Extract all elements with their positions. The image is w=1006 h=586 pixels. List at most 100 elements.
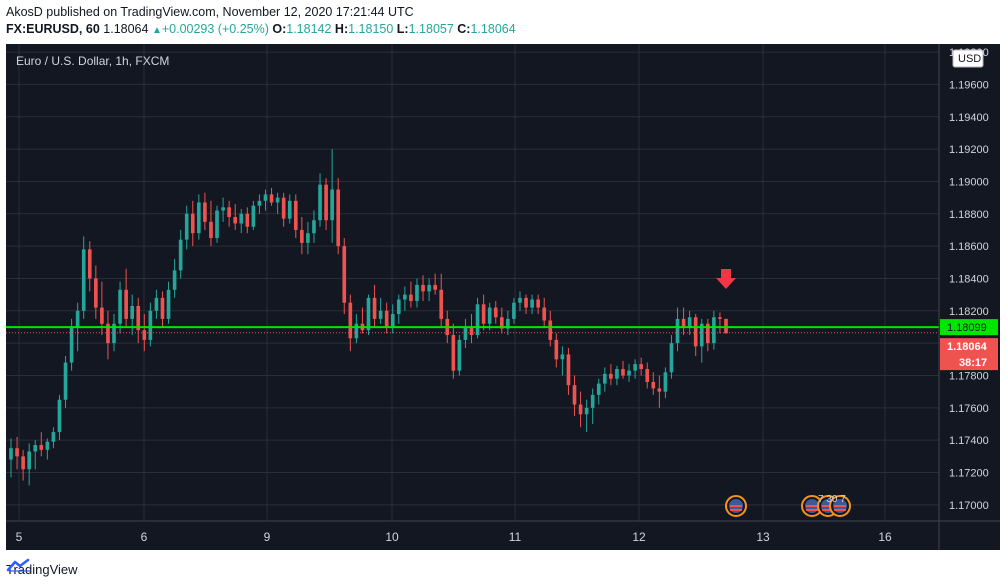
candle-body — [693, 317, 698, 347]
eu-flag-event-icon-stripe — [806, 505, 818, 507]
x-tick-label: 13 — [756, 530, 770, 544]
candle-body — [627, 370, 631, 376]
candle-body — [51, 432, 56, 442]
candle-body — [27, 451, 31, 470]
candle-body — [287, 200, 292, 219]
support-price-badge — [940, 319, 998, 336]
candle-body — [130, 305, 135, 319]
candle-body — [245, 213, 250, 227]
candle-body — [112, 323, 116, 344]
candle-body — [675, 318, 680, 344]
x-tick-label: 16 — [878, 530, 892, 544]
candle-body — [354, 323, 359, 339]
chart-area[interactable]: 1.17000 1.17200 1.17400 1.17600 1.17800 1.180… — [6, 44, 1000, 550]
chart-background — [6, 44, 1000, 550]
candle-body — [372, 297, 377, 319]
candle-body — [621, 369, 625, 376]
candle-body — [433, 284, 437, 290]
candle-body — [409, 294, 413, 302]
candle-body — [306, 233, 310, 243]
candle-body — [118, 289, 122, 324]
candle-body — [602, 373, 607, 384]
symbol-label: FX:EURUSD, 60 — [6, 22, 100, 36]
candle-body — [312, 220, 316, 234]
candle-body — [487, 307, 492, 324]
event-count-label: 7 30 7 — [818, 494, 846, 505]
y-tick-label: 1.17600 — [949, 403, 989, 415]
down-arrow-icon — [716, 269, 736, 289]
publish-info: AkosD published on TradingView.com, Nove… — [6, 5, 414, 19]
candle-body — [106, 323, 110, 344]
candle-body — [578, 404, 583, 415]
candle-body — [499, 317, 504, 329]
tradingview-logo-icon — [6, 558, 30, 572]
candle-body — [403, 294, 407, 300]
candle-body — [39, 445, 44, 450]
y-tick-label: 1.18200 — [949, 306, 989, 318]
y-tick-label: 1.17000 — [949, 500, 989, 512]
y-tick-label: 1.18600 — [949, 241, 989, 253]
candle-body — [366, 297, 371, 331]
candle-body — [215, 210, 219, 239]
us-flag-event-icon-stripe — [730, 509, 742, 511]
candle-body — [451, 335, 456, 371]
us-flag-event-icon-3-stripe — [834, 505, 846, 507]
candle-body — [142, 330, 147, 340]
close-label: C: — [457, 22, 471, 36]
up-triangle-icon: ▲ — [151, 25, 162, 36]
candle-body — [69, 326, 74, 363]
candle-body — [87, 249, 92, 279]
candle-body — [457, 339, 462, 371]
candle-body — [609, 373, 613, 379]
candle-body — [590, 394, 595, 408]
us-flag-event-icon-2-stripe — [822, 505, 834, 507]
candle-body — [712, 317, 716, 344]
candle-body — [518, 297, 522, 303]
candle-body — [645, 369, 650, 382]
footer-brand: TradingView — [6, 561, 78, 577]
candle-body — [100, 307, 104, 324]
y-tick-label: 1.18400 — [949, 273, 989, 285]
x-tick-label: 11 — [509, 530, 522, 544]
y-tick-label: 1.17200 — [949, 467, 989, 479]
y-tick-label: 1.19400 — [949, 112, 989, 124]
currency-badge — [952, 49, 984, 68]
candle-body — [263, 194, 268, 201]
chart-title: Euro / U.S. Dollar, 1h, FXCM — [16, 54, 169, 68]
candle-body — [566, 354, 571, 386]
low-value: 1.18057 — [408, 22, 454, 36]
candle-body — [439, 289, 444, 319]
candle-body — [33, 445, 38, 452]
candle-body — [463, 326, 468, 340]
y-tick-label: 1.18800 — [949, 209, 989, 221]
candle-body — [506, 318, 510, 329]
candle-body — [415, 284, 419, 302]
y-tick-label: 1.19200 — [949, 144, 989, 156]
currency-label: USD — [958, 53, 981, 65]
change-text: +0.00293 (+0.25%) — [161, 22, 269, 36]
candle-body — [699, 323, 704, 347]
candle-body — [94, 278, 98, 308]
y-tick-label: 1.19600 — [949, 79, 989, 91]
x-tick-label: 12 — [632, 530, 646, 544]
y-tick-label: 1.19000 — [949, 176, 989, 188]
candle-body — [390, 314, 395, 327]
candle-body — [469, 326, 474, 336]
x-tick-label: 5 — [16, 530, 23, 544]
candle-body — [572, 385, 577, 405]
candle-body — [160, 297, 165, 319]
candle-body — [136, 305, 141, 331]
footer: TradingView — [6, 558, 78, 580]
candle-body — [293, 200, 298, 230]
high-label: H: — [334, 22, 349, 36]
candle-body — [615, 369, 619, 379]
candle-body — [633, 364, 637, 371]
candle-body — [233, 217, 238, 224]
candle-body — [324, 184, 328, 221]
y-tick-label: 1.17800 — [949, 370, 989, 382]
candle-body — [681, 318, 686, 327]
candlestick-chart[interactable]: 1.17000 1.17200 1.17400 1.17600 1.17800 1.180… — [6, 44, 1000, 550]
candle-body — [493, 307, 498, 318]
candle-body — [227, 207, 231, 218]
candle-body — [396, 299, 401, 315]
